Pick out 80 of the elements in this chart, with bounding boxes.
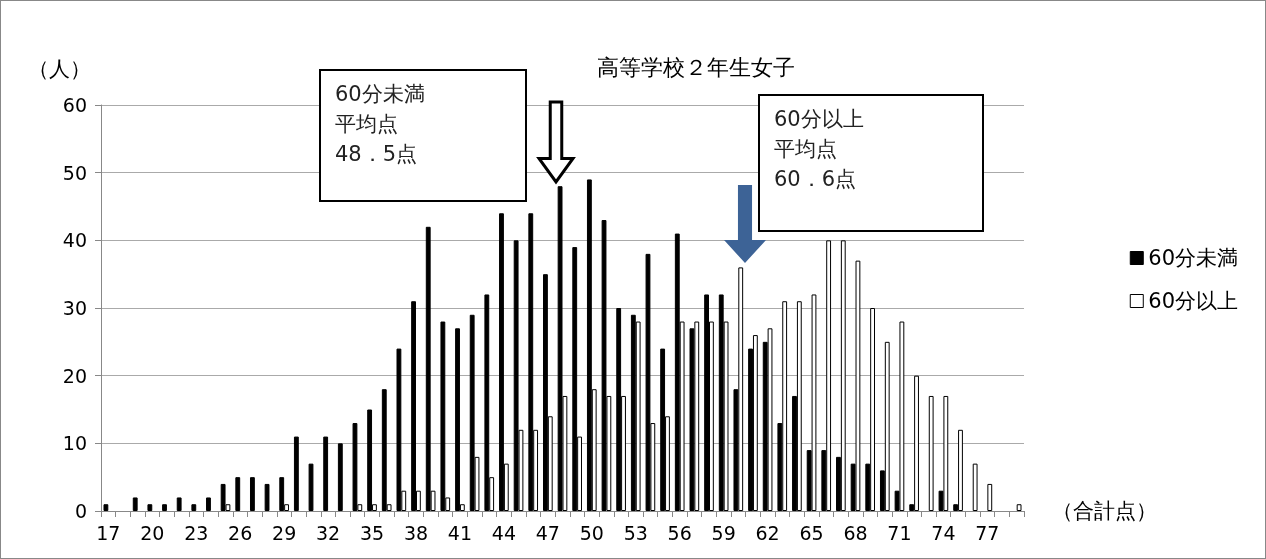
bar xyxy=(484,294,490,511)
bar xyxy=(308,463,314,511)
x-tick-label: 56 xyxy=(667,521,692,544)
bar xyxy=(206,497,211,511)
x-tick-label: 65 xyxy=(799,521,824,544)
bar xyxy=(987,483,993,511)
bar xyxy=(132,497,138,511)
x-tick-label: 26 xyxy=(228,521,253,544)
bar xyxy=(660,348,666,511)
y-tick-label: 50 xyxy=(62,161,87,184)
bar xyxy=(264,483,270,511)
x-axis-title: （合計点） xyxy=(1052,499,1157,523)
bar xyxy=(528,213,534,511)
chart-title: 高等学校２年生女子 xyxy=(597,54,795,80)
bar xyxy=(250,477,255,511)
bar xyxy=(367,409,373,511)
y-tick-label: 0 xyxy=(74,500,87,522)
x-tick-label: 29 xyxy=(272,521,297,544)
x-tick-label: 35 xyxy=(359,521,385,544)
bar xyxy=(293,436,299,511)
x-tick-label: 23 xyxy=(184,521,209,544)
annotation: 平均点 xyxy=(774,136,838,163)
x-tick-label: 77 xyxy=(975,521,1000,544)
annotation: 60分以上 xyxy=(774,106,865,133)
bar xyxy=(103,504,109,511)
bar xyxy=(855,260,861,511)
bar xyxy=(972,463,978,511)
x-tick-label: 44 xyxy=(491,521,516,544)
bar xyxy=(928,395,934,511)
bar xyxy=(440,321,446,511)
annotation: 平均点 xyxy=(335,111,399,138)
bar xyxy=(396,348,402,511)
bar xyxy=(601,220,607,511)
x-tick-label: 17 xyxy=(96,521,121,544)
x-tick-label: 50 xyxy=(579,521,604,544)
x-tick-label: 74 xyxy=(931,521,956,544)
annotation: 48．5点 xyxy=(335,141,419,168)
bar xyxy=(337,443,343,511)
bar xyxy=(1016,504,1022,511)
bar xyxy=(796,301,802,511)
annotation: 60分未満 xyxy=(335,81,426,108)
y-tick-label: 60 xyxy=(62,94,87,116)
bar xyxy=(840,240,846,511)
bar xyxy=(162,504,167,511)
y-tick-label: 20 xyxy=(62,364,87,387)
bar xyxy=(767,328,773,511)
bar xyxy=(704,294,710,511)
bar xyxy=(616,308,622,511)
legend-label: 60分以上 xyxy=(1148,289,1239,313)
y-tick-label: 30 xyxy=(62,297,87,319)
bar xyxy=(884,341,890,511)
x-tick-label: 41 xyxy=(447,521,473,544)
x-tick-label: 20 xyxy=(140,521,165,544)
bar xyxy=(752,335,758,511)
bar xyxy=(176,497,182,511)
bar xyxy=(645,253,651,511)
y-tick-label: 10 xyxy=(62,432,87,455)
y-tick-label: 40 xyxy=(62,229,87,252)
callout-box: 60分未満 平均点 48．5点 xyxy=(319,69,527,202)
x-tick-label: 38 xyxy=(403,521,429,544)
bar xyxy=(557,186,563,511)
bar xyxy=(147,504,153,511)
y-axis-title: （人） xyxy=(28,56,91,81)
x-tick-label: 59 xyxy=(711,521,736,544)
bar xyxy=(235,477,241,511)
callout-box: 60分以上 平均点 60．6点 xyxy=(758,94,984,232)
bar xyxy=(811,294,817,511)
x-tick-label: 62 xyxy=(755,521,780,544)
x-tick-label: 32 xyxy=(315,521,341,544)
x-tick-label: 68 xyxy=(843,521,868,544)
legend-label: 60分未満 xyxy=(1148,246,1239,270)
bar xyxy=(323,436,329,511)
x-tick-label: 47 xyxy=(535,521,560,544)
bar xyxy=(191,504,197,511)
x-tick-label: 71 xyxy=(887,521,912,544)
bar xyxy=(279,477,285,511)
bar xyxy=(572,247,578,511)
x-tick-label: 53 xyxy=(623,521,648,544)
annotation: 60．6点 xyxy=(774,166,858,193)
bar xyxy=(352,423,358,511)
